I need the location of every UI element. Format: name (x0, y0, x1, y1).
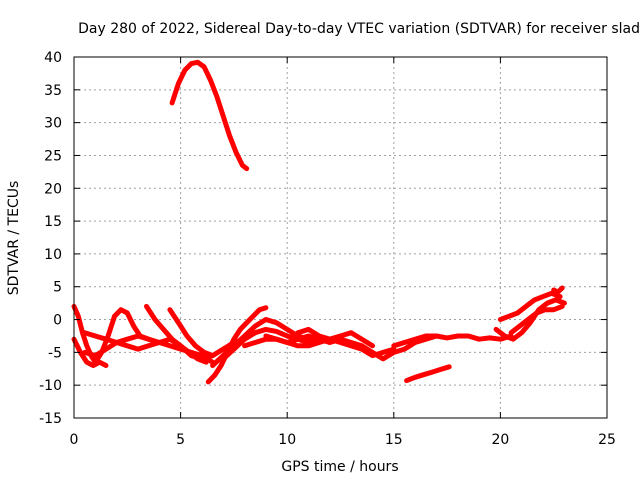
series-line-trace-a (71, 303, 152, 365)
x-tick-label: 5 (176, 432, 185, 448)
y-tick-label: 40 (44, 50, 62, 66)
x-tick-label: 15 (385, 432, 403, 448)
y-tick-label: -10 (39, 378, 62, 394)
x-tick-labels: 0 5 10 15 20 25 (70, 432, 616, 448)
y-tick-label: 25 (44, 148, 62, 164)
series-line-trace-e (144, 303, 209, 365)
series-line-trace-c (82, 330, 248, 362)
axis-ticks (73, 56, 608, 419)
y-tick-label: 10 (44, 247, 62, 263)
series-line-trace-r (508, 303, 565, 336)
y-axis-label: SDTVAR / TECUs (6, 181, 22, 296)
series-line-trace-h (205, 305, 269, 385)
series-line-trace-q (497, 290, 563, 322)
series-line-trace-p (493, 297, 567, 342)
y-tick-labels: -15 -10 -5 0 5 10 15 20 25 30 35 40 (39, 50, 62, 427)
series-line-trace-j (220, 326, 333, 362)
y-tick-label: 35 (44, 83, 62, 99)
x-axis-label: GPS time / hours (281, 459, 398, 475)
y-tick-label: 0 (53, 313, 62, 329)
y-tick-label: 15 (44, 214, 62, 230)
series-line-trace-s (551, 285, 565, 295)
plot-frame (73, 56, 608, 419)
series-line-trace-b (71, 336, 109, 368)
x-tick-label: 0 (70, 432, 79, 448)
series-line-trace-m (295, 326, 375, 349)
chart-title: Day 280 of 2022, Sidereal Day-to-day VTE… (78, 21, 640, 37)
series-line-trace-f (167, 307, 216, 359)
y-tick-label: -15 (39, 411, 62, 427)
x-tick-label: 25 (598, 432, 616, 448)
series-line-trace-l (263, 333, 439, 362)
series-line-trace-o (404, 364, 452, 384)
y-tick-label: -5 (48, 345, 62, 361)
series-line-trace-g (169, 59, 250, 172)
y-tick-label: 30 (44, 116, 62, 132)
x-tick-label: 20 (491, 432, 509, 448)
y-tick-label: 5 (53, 280, 62, 296)
grid (74, 57, 607, 418)
series-line-trace-n (391, 333, 514, 349)
x-tick-label: 10 (278, 432, 296, 448)
plot-area (71, 59, 567, 385)
y-tick-label: 20 (44, 181, 62, 197)
